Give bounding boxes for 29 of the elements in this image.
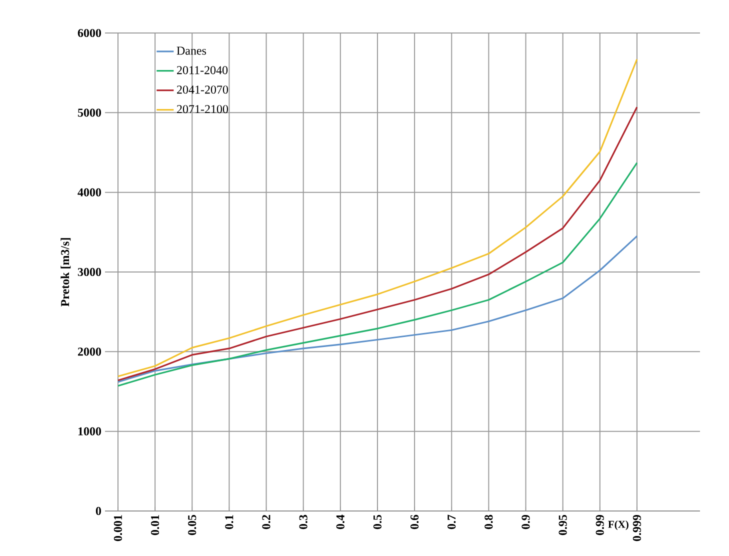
x-tick-label: 0.3 <box>299 514 308 530</box>
legend-label: Danes <box>176 46 206 55</box>
y-tick-label: 5000 <box>78 108 102 117</box>
x-tick-label: 0.4 <box>336 514 344 530</box>
y-axis-title: Pretok [m3/s] <box>60 238 71 306</box>
x-tick-label: 0.5 <box>373 514 382 530</box>
x-tick-label: 0.6 <box>410 514 419 530</box>
legend-label: 2041-2070 <box>177 86 228 94</box>
x-tick-label: 0.2 <box>262 515 270 530</box>
x-tick-label: 0.05 <box>188 514 196 536</box>
x-tick-label: 0.001 <box>114 515 122 542</box>
x-axis-title: F(X) <box>608 520 628 530</box>
y-tick-label: 0 <box>96 506 102 516</box>
x-tick-label: 0.8 <box>484 514 493 530</box>
y-tick-label: 1000 <box>78 427 102 436</box>
x-tick-label: 0.7 <box>448 514 456 530</box>
x-tick-label: 0.1 <box>225 515 234 530</box>
x-tick-label: 0.99 <box>596 514 604 536</box>
x-tick-label: 0.999 <box>632 514 642 542</box>
x-tick-label: 0.95 <box>558 514 567 536</box>
line-series <box>117 58 638 378</box>
y-tick-label: 3000 <box>78 268 102 276</box>
y-tick-label: 4000 <box>78 188 102 196</box>
y-tick-label: 2000 <box>78 348 102 356</box>
x-tick-label: 0.01 <box>150 515 160 536</box>
legend-label: 2071-2100 <box>177 105 228 114</box>
x-tick-label: 0.9 <box>522 514 530 530</box>
y-tick-label: 6000 <box>78 28 102 38</box>
legend-label: 2011-2040 <box>177 66 228 74</box>
